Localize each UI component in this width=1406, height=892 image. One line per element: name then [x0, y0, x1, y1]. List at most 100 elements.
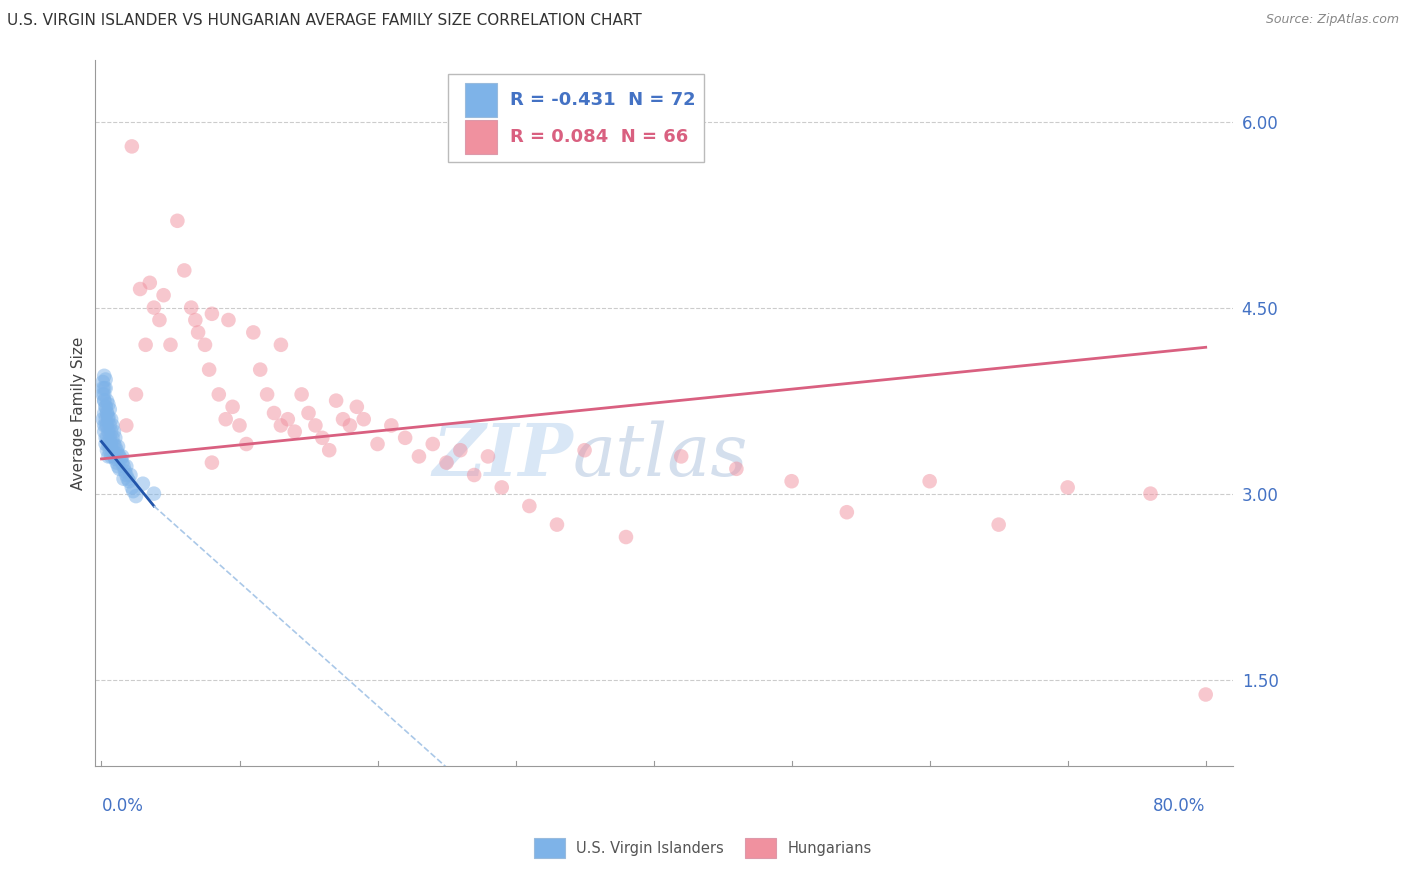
Point: [121, 480, 143, 494]
Point: [121, 139, 143, 153]
Point: [104, 431, 127, 445]
Point: [249, 362, 271, 376]
Point: [94, 412, 117, 426]
Point: [91, 375, 114, 389]
Point: [1056, 480, 1078, 494]
Point: [94, 437, 117, 451]
Point: [215, 412, 238, 426]
Point: [97, 450, 120, 464]
FancyBboxPatch shape: [447, 74, 704, 162]
Point: [187, 326, 209, 340]
Point: [918, 474, 941, 488]
Point: [422, 437, 444, 451]
Point: [201, 456, 224, 470]
FancyBboxPatch shape: [464, 83, 496, 117]
Point: [208, 387, 231, 401]
Point: [101, 443, 124, 458]
Point: [477, 450, 499, 464]
Point: [91, 387, 114, 401]
Point: [546, 517, 568, 532]
Point: [394, 431, 416, 445]
Point: [94, 400, 117, 414]
Point: [94, 400, 117, 414]
Point: [112, 459, 135, 474]
Point: [380, 418, 402, 433]
Point: [1139, 486, 1161, 500]
Point: [242, 326, 264, 340]
Point: [184, 313, 207, 327]
Point: [339, 418, 361, 433]
Point: [987, 517, 1010, 532]
Text: Source: ZipAtlas.com: Source: ZipAtlas.com: [1265, 13, 1399, 27]
Point: [101, 418, 124, 433]
Point: [93, 393, 115, 408]
Point: [103, 437, 125, 451]
FancyBboxPatch shape: [464, 120, 496, 154]
Point: [332, 412, 354, 426]
Point: [98, 402, 121, 417]
Point: [98, 443, 121, 458]
Point: [142, 486, 165, 500]
Point: [780, 474, 803, 488]
Point: [96, 443, 118, 458]
Point: [93, 425, 115, 439]
Point: [115, 418, 138, 433]
Point: [96, 406, 118, 420]
Point: [325, 393, 347, 408]
Point: [669, 450, 692, 464]
Point: [104, 451, 127, 466]
Point: [122, 484, 145, 499]
Point: [284, 425, 307, 439]
Point: [297, 406, 319, 420]
Point: [159, 338, 181, 352]
Text: R = 0.084  N = 66: R = 0.084 N = 66: [510, 128, 689, 146]
Point: [1195, 688, 1218, 702]
Point: [97, 397, 120, 411]
Point: [115, 468, 138, 483]
Point: [115, 459, 138, 474]
Point: [725, 462, 748, 476]
Point: [94, 431, 117, 445]
Point: [91, 412, 114, 426]
Point: [111, 450, 134, 464]
Point: [108, 462, 131, 476]
Point: [103, 450, 125, 464]
Point: [94, 381, 117, 395]
Point: [835, 505, 858, 519]
Point: [129, 282, 152, 296]
Y-axis label: Average Family Size: Average Family Size: [72, 336, 86, 490]
Text: Hungarians: Hungarians: [787, 841, 872, 855]
Point: [491, 480, 513, 494]
Point: [449, 443, 471, 458]
Point: [132, 476, 155, 491]
Point: [97, 409, 120, 424]
Point: [142, 301, 165, 315]
Point: [98, 418, 121, 433]
Text: atlas: atlas: [572, 420, 748, 491]
Point: [173, 263, 195, 277]
Point: [201, 307, 224, 321]
Point: [318, 443, 340, 458]
Point: [96, 418, 118, 433]
Point: [107, 447, 129, 461]
Point: [97, 412, 120, 426]
Point: [148, 313, 170, 327]
Point: [353, 412, 375, 426]
Point: [117, 472, 139, 486]
Point: [256, 387, 278, 401]
Point: [97, 437, 120, 451]
Point: [94, 372, 117, 386]
Point: [100, 425, 122, 439]
Point: [311, 431, 333, 445]
Point: [94, 418, 117, 433]
Point: [108, 450, 131, 464]
Point: [100, 412, 122, 426]
Point: [100, 437, 122, 451]
Text: R = -0.431  N = 72: R = -0.431 N = 72: [510, 91, 696, 109]
Point: [263, 406, 285, 420]
Point: [194, 338, 217, 352]
Point: [120, 468, 142, 483]
Point: [463, 468, 485, 483]
Point: [118, 474, 141, 488]
Point: [114, 464, 136, 478]
